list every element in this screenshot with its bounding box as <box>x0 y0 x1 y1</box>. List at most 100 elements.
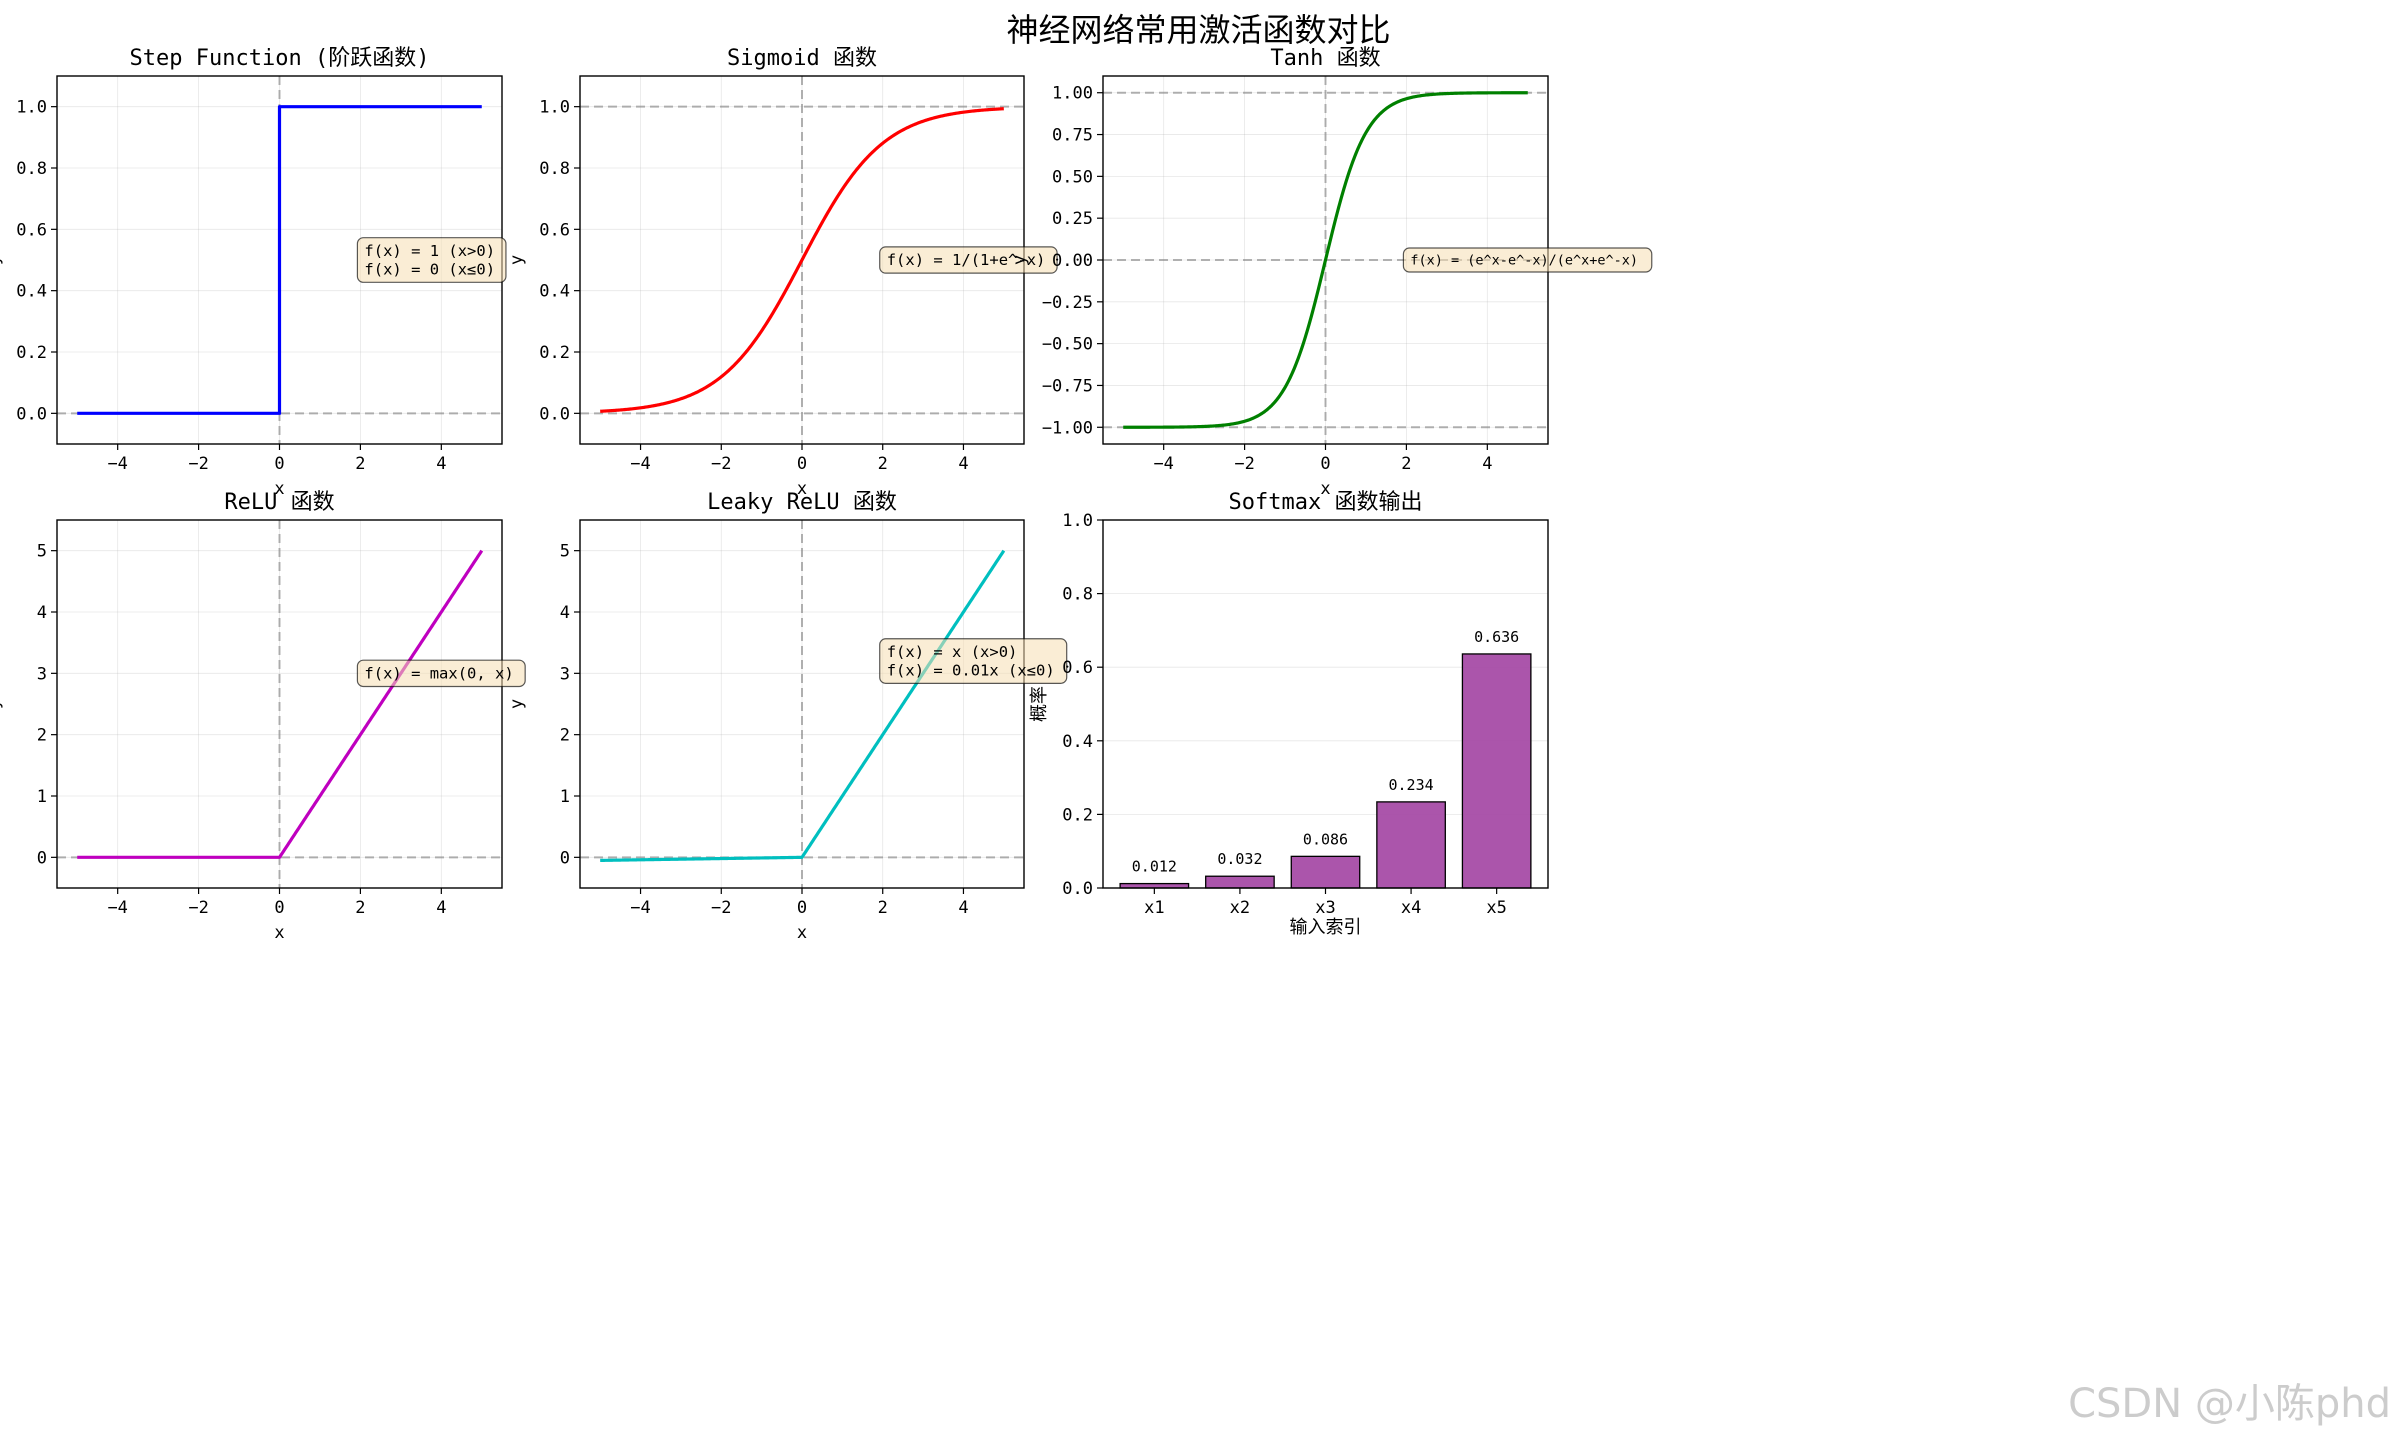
y-tick-label: 2 <box>560 726 570 746</box>
y-tick-label: 0 <box>37 848 47 868</box>
figure-title: 神经网络常用激活函数对比 <box>1006 11 1391 49</box>
y-tick-label: −1.00 <box>1042 418 1093 438</box>
x-tick-label: 2 <box>1401 454 1411 474</box>
bar-value-label: 0.086 <box>1303 830 1348 848</box>
x-tick-label: −4 <box>630 454 650 474</box>
subplot-title: ReLU 函数 <box>224 490 334 515</box>
x-tick-label: 0 <box>797 898 807 918</box>
x-axis-label: x <box>797 479 807 499</box>
annotation-text: f(x) = 0 (x≤0) <box>364 260 495 278</box>
x-tick-label: −4 <box>1153 454 1173 474</box>
bar-x4 <box>1376 801 1446 889</box>
subplot-title: Tanh 函数 <box>1270 46 1380 71</box>
y-tick-label: 2 <box>37 726 47 746</box>
bar-x5 <box>1461 653 1532 889</box>
x-axis-label: x <box>797 923 807 943</box>
y-tick-label: 0.50 <box>1052 167 1093 187</box>
y-tick-label: −0.25 <box>1042 293 1093 313</box>
annotation-frame <box>879 246 1058 274</box>
x-tick-label: 0 <box>274 898 284 918</box>
x-tick-label: 2 <box>878 898 888 918</box>
x-tick-label: −2 <box>188 898 208 918</box>
bar-x3 <box>1290 855 1361 889</box>
series-line <box>76 549 484 859</box>
x-tick-label: x3 <box>1315 898 1335 918</box>
y-axis-label: y <box>1010 255 1030 265</box>
subplot-title: Leaky ReLU 函数 <box>707 490 897 515</box>
y-axis-label: y <box>0 699 4 709</box>
y-axis-label: y <box>507 699 527 709</box>
x-tick-label: 0 <box>797 454 807 474</box>
x-axis-label: x <box>1320 479 1330 499</box>
y-tick-label: 5 <box>37 542 47 562</box>
bar-value-label: 0.636 <box>1474 628 1519 646</box>
y-tick-label: 0.6 <box>1062 658 1093 678</box>
y-tick-label: 0.2 <box>16 343 47 363</box>
y-tick-label: 1 <box>37 787 47 807</box>
y-tick-label: 0.00 <box>1052 251 1093 271</box>
series-line <box>77 105 482 415</box>
subplot-4: −4 −2 0 2 4 0 1 2 3 4 5 x y ReLU 函数 f(x) = max(0, x) <box>0 490 526 943</box>
y-axis-label: y <box>0 255 4 265</box>
subplot-3: −4 −2 0 2 4 −1.00 −0.75 −0.50 −0.25 0.00 0.25 0.50 0… <box>1010 46 1653 499</box>
y-tick-label: 0 <box>560 848 570 868</box>
subplot-2: −4 −2 0 2 4 0.0 0.2 0.4 0.6 0.8 1.0 x y Sigmoid 函数 f(x… <box>507 46 1058 499</box>
x-tick-label: 0 <box>1320 454 1330 474</box>
y-tick-label: 4 <box>560 603 570 623</box>
x-tick-label: 2 <box>355 454 365 474</box>
y-tick-label: −0.50 <box>1042 335 1093 355</box>
x-tick-label: −2 <box>711 898 731 918</box>
y-tick-label: 3 <box>560 664 570 684</box>
annotation-box: f(x) = x (x>0)f(x) = 0.01x (x≤0) <box>879 638 1068 684</box>
bar-x2 <box>1205 875 1275 889</box>
x-tick-label: −4 <box>107 454 127 474</box>
y-tick-label: 5 <box>560 542 570 562</box>
annotation-frame <box>879 638 1068 684</box>
x-tick-label: −2 <box>1234 454 1254 474</box>
annotation-box: f(x) = (e^x-e^-x)/(e^x+e^-x) <box>1402 247 1653 273</box>
x-tick-label: −4 <box>630 898 650 918</box>
y-tick-label: 0.0 <box>539 404 570 424</box>
subplot-5: −4 −2 0 2 4 0 1 2 3 4 5 x y Leaky ReLU 函数 f(x) = x (x>… <box>507 490 1068 943</box>
annotation-box: f(x) = max(0, x) <box>356 659 526 688</box>
x-tick-label: −4 <box>107 898 127 918</box>
y-tick-label: 3 <box>37 664 47 684</box>
annotation-text: f(x) = max(0, x) <box>364 664 513 682</box>
annotation-frame <box>356 659 526 688</box>
x-tick-label: −2 <box>711 454 731 474</box>
y-tick-label: 0.8 <box>539 159 570 179</box>
y-tick-label: 0.2 <box>539 343 570 363</box>
y-tick-label: 0.8 <box>1062 585 1093 605</box>
y-tick-label: 0.4 <box>1062 732 1093 752</box>
y-tick-label: 1.0 <box>539 98 570 118</box>
x-tick-label: −2 <box>188 454 208 474</box>
y-tick-label: 0.4 <box>16 282 47 302</box>
y-tick-label: 0.75 <box>1052 126 1093 146</box>
x-tick-label: 4 <box>436 898 446 918</box>
bar-value-label: 0.012 <box>1132 858 1177 876</box>
x-axis-label: x <box>274 479 284 499</box>
x-tick-label: x2 <box>1230 898 1250 918</box>
x-tick-label: 4 <box>958 454 968 474</box>
series-line <box>599 107 1005 413</box>
x-axis-label: 输入索引 <box>1290 917 1362 938</box>
y-tick-label: −0.75 <box>1042 376 1093 396</box>
x-tick-label: x5 <box>1486 898 1506 918</box>
annotation-frame <box>1402 247 1653 273</box>
x-tick-label: 4 <box>1482 454 1492 474</box>
x-tick-label: 2 <box>878 454 888 474</box>
y-axis-label: y <box>507 255 527 265</box>
annotation-box: f(x) = 1/(1+e^-x) <box>879 246 1058 274</box>
x-tick-label: x1 <box>1144 898 1164 918</box>
subplot-6: 0.012 0.032 0.086 0.234 0.636 x1 x2 x3 x4 x5 0.0 0.… <box>1029 490 1549 938</box>
y-tick-label: 0.4 <box>539 282 570 302</box>
y-axis-label: 概率 <box>1029 686 1050 722</box>
annotation-text: f(x) = x (x>0) <box>887 643 1018 661</box>
series-line <box>1122 91 1529 429</box>
y-tick-label: 4 <box>37 603 47 623</box>
y-tick-label: 0.6 <box>16 220 47 240</box>
x-tick-label: 4 <box>958 898 968 918</box>
bar-value-label: 0.032 <box>1217 850 1262 868</box>
y-tick-label: 0.25 <box>1052 209 1093 229</box>
annotation-text: f(x) = 0.01x (x≤0) <box>887 661 1055 679</box>
